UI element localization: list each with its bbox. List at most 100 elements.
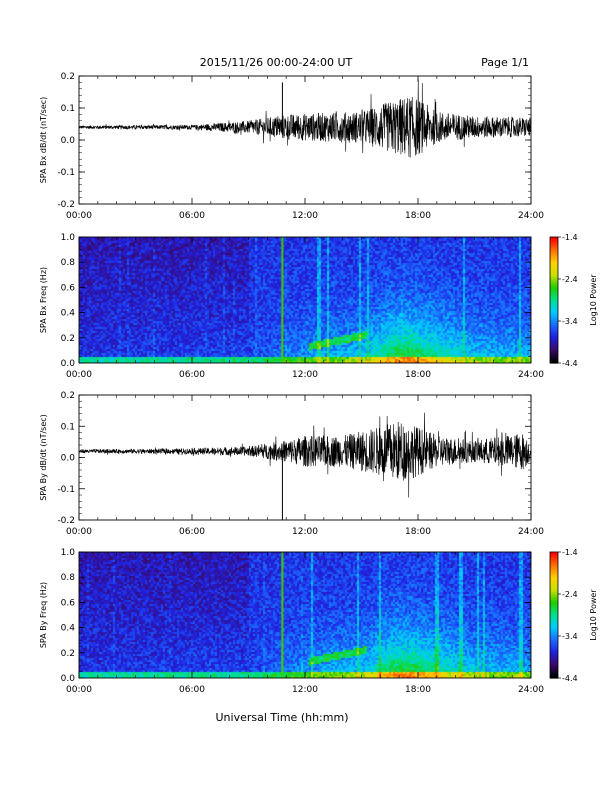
colorbar-segment xyxy=(550,621,558,624)
colorbar-segment xyxy=(550,610,558,614)
colorbar-segment xyxy=(550,631,558,635)
spectrogram-image xyxy=(79,237,531,363)
by_spectrogram-panel: 00:00 06:00 12:00 18:00 24:00 0.0 0.2 0.4 0.6 0.8… xyxy=(39,548,598,695)
colorbar-segment xyxy=(550,354,558,358)
y-tick-label: 0.0 xyxy=(61,674,76,684)
colorbar-segment xyxy=(550,255,558,259)
plot-area xyxy=(79,76,531,204)
y-tick-label: -0.2 xyxy=(57,516,75,526)
y-tick-label: 0.8 xyxy=(61,573,76,583)
y-tick-label: 0.6 xyxy=(61,598,76,608)
bx_spectrogram-panel: 00:00 06:00 12:00 18:00 24:00 0.0 0.2 0.4 0.6 0.8… xyxy=(39,233,598,380)
colorbar-segment xyxy=(550,266,558,270)
colorbar-segment xyxy=(550,239,558,242)
by_timeseries-panel: 00:00 06:00 12:00 18:00 24:00 -0.2 -0.1 0.0 0.1 0… xyxy=(39,391,544,537)
colorbar-tick-label: -1.4 xyxy=(562,548,578,557)
page-number: Page 1/1 xyxy=(481,56,529,69)
colorbar-segment xyxy=(550,258,558,261)
colorbar-segment xyxy=(550,329,558,333)
colorbar-segment xyxy=(550,663,558,666)
colorbar-segment xyxy=(550,285,558,288)
y-tick-label: 0.2 xyxy=(61,649,75,659)
colorbar-segment xyxy=(550,333,558,337)
colorbar-segment xyxy=(550,306,558,309)
colorbar-segment xyxy=(550,352,558,356)
y-tick-label: 1.0 xyxy=(61,233,76,243)
colorbar-segment xyxy=(550,596,558,599)
x-tick-label: 18:00 xyxy=(405,211,431,221)
colorbar-segment xyxy=(550,346,558,349)
colorbar-segment xyxy=(550,661,558,664)
colorbar-segment xyxy=(550,589,558,593)
y-tick-label: 0.0 xyxy=(61,136,76,146)
y-tick-label: 0.2 xyxy=(61,391,75,401)
y-axis-title: SPA Bx dB/dt (nT/sec) xyxy=(39,97,48,184)
colorbar-segment xyxy=(550,577,558,580)
colorbar-segment xyxy=(550,272,558,276)
x-tick-label: 18:00 xyxy=(405,370,431,380)
x-tick-label: 24:00 xyxy=(518,685,544,695)
colorbar-segment xyxy=(550,654,558,658)
y-axis-title: SPA By Freq (Hz) xyxy=(39,582,48,648)
colorbar-segment xyxy=(550,314,558,318)
colorbar-segment xyxy=(550,241,558,244)
colorbar-segment xyxy=(550,325,558,328)
y-tick-label: 0.1 xyxy=(61,104,75,114)
colorbar-segment xyxy=(550,606,558,610)
colorbar-segment xyxy=(550,318,558,322)
colorbar-segment xyxy=(550,659,558,662)
colorbar-segment xyxy=(550,675,558,679)
colorbar-segment xyxy=(550,669,558,673)
colorbar-segment xyxy=(550,297,558,301)
colorbar-segment xyxy=(550,339,558,343)
colorbar-segment xyxy=(550,587,558,591)
colorbar-frame xyxy=(549,551,559,679)
colorbar-tick-label: -4.4 xyxy=(562,674,578,683)
colorbar-segment xyxy=(550,268,558,272)
colorbar-segment xyxy=(550,295,558,299)
colorbar-segment xyxy=(550,585,558,589)
colorbar-segment xyxy=(550,615,558,618)
colorbar-segment xyxy=(550,575,558,578)
x-axis-title: Universal Time (hh:mm) xyxy=(216,711,349,724)
colorbar-tick-label: -3.4 xyxy=(562,317,578,326)
colorbar-segment xyxy=(550,316,558,320)
x-tick-label: 00:00 xyxy=(66,370,92,380)
x-tick-label: 06:00 xyxy=(179,685,205,695)
colorbar-segment xyxy=(550,243,558,246)
colorbar-segment xyxy=(550,570,558,574)
colorbar-segment xyxy=(550,665,558,669)
x-tick-label: 06:00 xyxy=(179,211,205,221)
colorbar-segment xyxy=(550,251,558,255)
colorbar-segment xyxy=(550,360,558,364)
x-tick-label: 06:00 xyxy=(179,370,205,380)
bx_timeseries-panel: 00:00 06:00 12:00 18:00 24:00 -0.2 -0.1 0.0 0.1 0… xyxy=(39,72,544,221)
colorbar-segment xyxy=(550,356,558,360)
x-tick-label: 12:00 xyxy=(292,685,318,695)
colorbar-segment xyxy=(550,612,558,616)
colorbar-segment xyxy=(550,636,558,639)
colorbar-segment xyxy=(550,327,558,330)
colorbar-segment xyxy=(550,568,558,572)
colorbar-segment xyxy=(550,566,558,570)
colorbar-segment xyxy=(550,281,558,284)
colorbar-segment xyxy=(550,598,558,601)
colorbar-segment xyxy=(550,300,558,303)
colorbar-segment xyxy=(550,581,558,585)
colorbar-segment xyxy=(550,671,558,675)
y-tick-label: -0.1 xyxy=(57,168,75,178)
colorbar-segment xyxy=(550,323,558,326)
colorbar-segment xyxy=(550,308,558,312)
spectrogram-image xyxy=(79,552,531,678)
x-tick-label: 00:00 xyxy=(66,527,92,537)
colorbar-segment xyxy=(550,650,558,654)
colorbar-segment xyxy=(550,594,558,597)
colorbar-segment xyxy=(550,617,558,620)
x-tick-label: 00:00 xyxy=(66,211,92,221)
colorbar-segment xyxy=(550,350,558,354)
x-tick-label: 24:00 xyxy=(518,527,544,537)
y-axis-title: SPA By dB/dt (nT/sec) xyxy=(39,414,48,501)
colorbar-segment xyxy=(550,310,558,314)
colorbar-segment xyxy=(550,264,558,267)
